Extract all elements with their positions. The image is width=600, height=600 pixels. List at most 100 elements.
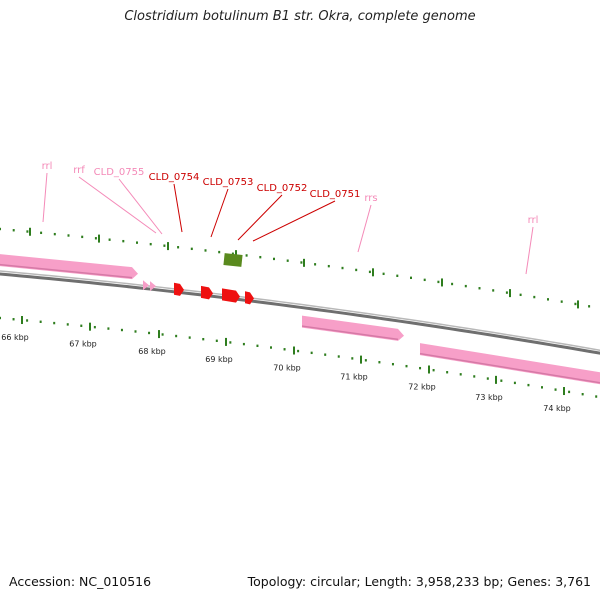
outer-tick-dot [341,266,344,270]
outer-tick-dot [259,255,262,259]
inner-tick-dot [595,395,598,398]
outer-tick-major [441,278,443,287]
rrs-feature [302,315,404,341]
inner-tick-dot [432,368,435,372]
inner-tick-dot [134,330,137,333]
outer-tick-dot [53,232,56,236]
inner-tick-dot [175,334,178,338]
leader-line-cld_0752 [237,194,283,241]
outer-tick-major [167,242,169,251]
inner-tick-major [428,365,430,374]
outer-tick-dot [40,231,43,235]
inner-tick-dot [337,355,340,358]
outer-tick-dot [382,272,385,276]
inner-tick-dot [270,346,272,349]
leader-line-rrf [78,176,157,234]
inner-tick-dot [229,341,232,344]
leader-line-cld_0755 [118,178,163,235]
inner-tick-dot [12,318,15,321]
rrs-feature-shade [301,325,399,341]
inner-tick-dot [242,342,245,346]
outer-tick-major [98,234,100,243]
kbp-tick-labels: 66 kbp 67 kbp 68 kbp 69 kbp 70 kbp 71 kbp 72 k… [1,333,571,413]
feature-label-rrf: rrf [73,165,85,176]
inner-tick-major [21,316,23,325]
outer-tick-marks [0,227,591,309]
inner-tick-dot [581,393,584,396]
inner-tick-dot [93,325,96,329]
outer-tick-dot [12,229,15,232]
feature-label-cld_0755: CLD_0755 [94,167,145,178]
inner-tick-dot [486,377,489,380]
outer-tick-dot [314,263,317,266]
outer-tick-dot [505,291,508,294]
outer-tick-dot [588,305,591,308]
outer-tick-dot [437,280,440,284]
outer-tick-dot [26,230,29,233]
inner-tick-dot [53,321,56,325]
cds-0751-feature [245,291,254,305]
kbp-tick-label: 68 kbp [138,347,166,356]
kbp-tick-label: 69 kbp [205,355,233,364]
outer-tick-dot [355,268,358,272]
kbp-tick-label: 66 kbp [1,333,29,342]
inner-tick-dot [351,357,354,360]
outer-tick-dot [423,278,426,282]
misc-feature-box [223,253,243,267]
outer-tick-dot [136,241,138,244]
outer-tick-dot [519,293,522,297]
feature-track [0,253,600,385]
inner-tick-dot [513,381,516,385]
outer-tick-dot [451,282,454,286]
rrl-feature-2-shade [419,352,600,384]
inner-tick-dot [0,316,1,320]
inner-tick-dot [405,364,408,368]
outer-tick-dot [533,295,536,299]
outer-tick-dot [574,302,577,306]
outer-tick-major [303,258,305,267]
outer-tick-dot [163,244,166,247]
inner-tick-dot [473,375,476,378]
outer-tick-dot [327,264,330,268]
inner-tick-major [495,375,497,384]
inner-tick-dot [324,353,327,356]
feature-label-cld_0754: CLD_0754 [149,172,200,183]
inner-tick-dot [541,386,543,389]
cds-0753-feature [201,285,213,300]
outer-tick-dot [464,284,467,288]
inner-tick-dot [419,366,422,370]
inner-tick-dot [283,348,286,351]
genome-summary-text: Topology: circular; Length: 3,958,233 bp… [247,574,591,589]
leader-line-cld_0753 [210,188,229,238]
inner-tick-dot [161,333,164,336]
outer-tick-dot [0,227,1,231]
trna-feature [150,281,156,292]
feature-label-cld_0753: CLD_0753 [203,177,254,188]
inner-tick-dot [80,324,83,327]
backbone-line-inner [0,272,600,355]
outer-tick-dot [177,246,180,249]
outer-tick-dot [149,242,152,246]
inner-tick-dot [39,320,42,323]
outer-tick-dot [190,247,193,251]
leader-line-rrs [357,204,372,253]
leader-line-rrl [42,172,48,223]
feature-label-rrl: rrl [528,215,539,226]
inner-tick-dot [215,339,218,343]
leader-line-cld_0751 [252,200,336,242]
outer-tick-dot [204,249,207,252]
inner-tick-dot [500,379,503,382]
kbp-tick-label: 67 kbp [69,340,97,349]
inner-tick-dot [364,359,367,362]
outer-tick-dot [81,235,84,239]
kbp-tick-label: 74 kbp [543,404,571,413]
inner-tick-dot [459,373,462,376]
rrl-feature-2 [420,343,600,385]
inner-tick-dot [66,323,69,326]
leader-line-cld_0754 [173,183,183,233]
label-leader-lines [42,172,534,275]
outer-tick-major [372,268,374,277]
inner-tick-marks [0,316,598,398]
inner-tick-major [360,355,362,364]
